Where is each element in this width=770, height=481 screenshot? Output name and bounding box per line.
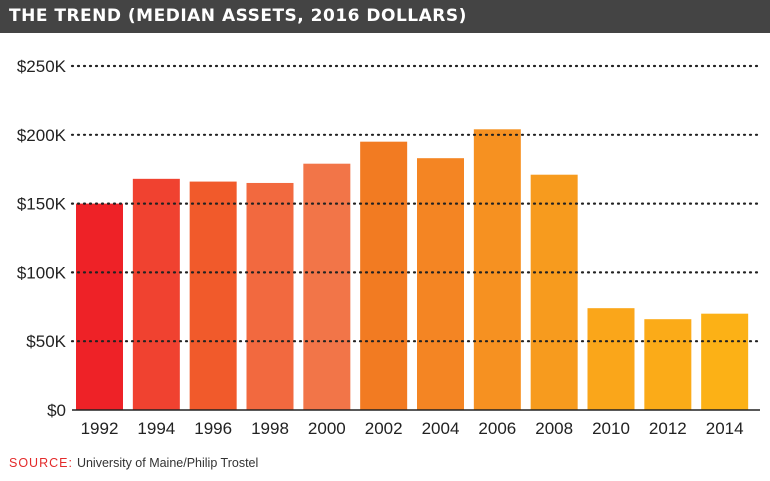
y-tick-labels: $0 $50K $100K $150K $200K $250K <box>17 57 67 420</box>
bar-2008 <box>530 174 578 410</box>
bar-2002 <box>360 141 408 410</box>
x-tick-labels: 1992 1994 1996 1998 2000 2002 2004 2006 2008 2010… <box>81 419 744 438</box>
x-tick-label-2008: 2008 <box>535 419 573 438</box>
bar-1992 <box>76 203 123 410</box>
bar-2010 <box>587 308 635 410</box>
bar-1998 <box>246 182 294 410</box>
bar-2012 <box>644 319 692 410</box>
chart-header: THE TREND (MEDIAN ASSETS, 2016 DOLLARS) <box>0 0 770 33</box>
source-note: SOURCE: University of Maine/Philip Troste… <box>9 456 258 470</box>
x-tick-label-2006: 2006 <box>478 419 516 438</box>
x-tick-label-2000: 2000 <box>308 419 346 438</box>
bars-group <box>76 129 749 410</box>
x-tick-label-1992: 1992 <box>81 419 119 438</box>
y-tick-label-2: $100K <box>17 263 67 282</box>
bar-2006 <box>473 129 521 410</box>
x-tick-label-1994: 1994 <box>137 419 175 438</box>
x-tick-label-2012: 2012 <box>649 419 687 438</box>
bar-2000 <box>303 163 351 410</box>
y-tick-label-4: $200K <box>17 126 67 145</box>
source-label: SOURCE: <box>9 456 73 470</box>
x-tick-label-1998: 1998 <box>251 419 289 438</box>
source-text: University of Maine/Philip Trostel <box>76 456 259 470</box>
x-tick-label-2010: 2010 <box>592 419 630 438</box>
y-tick-label-0: $0 <box>47 401 66 420</box>
y-tick-label-5: $250K <box>17 57 67 76</box>
bar-1994 <box>132 178 180 410</box>
y-tick-label-3: $150K <box>17 195 67 214</box>
bar-1996 <box>189 181 237 410</box>
x-tick-label-2004: 2004 <box>422 419 460 438</box>
x-tick-label-1996: 1996 <box>194 419 232 438</box>
gridlines <box>70 64 762 411</box>
bar-2004 <box>417 158 464 410</box>
chart-title: THE TREND (MEDIAN ASSETS, 2016 DOLLARS) <box>9 6 467 26</box>
bar-2014 <box>701 313 749 410</box>
x-tick-label-2002: 2002 <box>365 419 403 438</box>
x-tick-label-2014: 2014 <box>706 419 744 438</box>
y-tick-label-1: $50K <box>26 332 66 351</box>
